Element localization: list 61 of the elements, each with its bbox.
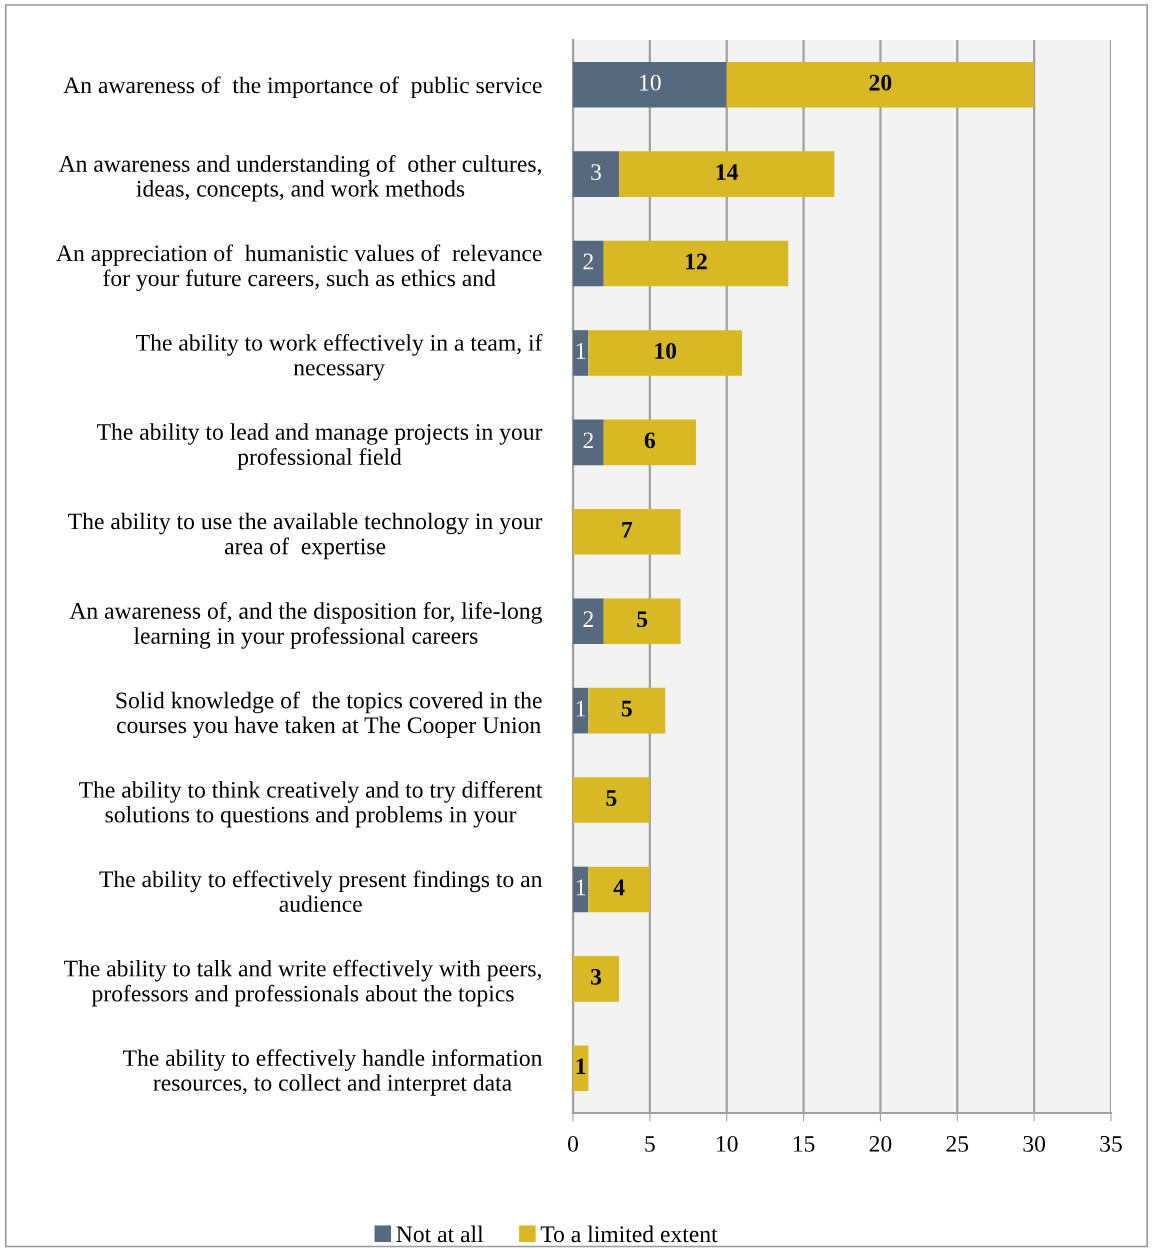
data-label: 1 bbox=[576, 1058, 586, 1074]
bar bbox=[619, 151, 835, 197]
x-tick-label: 20 bbox=[869, 1135, 892, 1152]
bar bbox=[603, 240, 789, 287]
x-tick-label: 0 bbox=[568, 1135, 578, 1152]
bar bbox=[573, 240, 604, 287]
y-tick-label: An awareness of, and the disposition for, life-long learning in your professional careers bbox=[69, 602, 542, 649]
bar bbox=[573, 598, 604, 645]
data-label: 20 bbox=[869, 74, 892, 91]
data-label: 1 bbox=[576, 343, 586, 359]
data-label: 5 bbox=[606, 790, 617, 806]
data-label: 3 bbox=[591, 164, 602, 181]
y-tick-label: The ability to lead and manage projects in your professional field bbox=[97, 423, 543, 470]
bar bbox=[573, 777, 650, 823]
legend-label: Not at all bbox=[396, 1225, 484, 1243]
bar bbox=[588, 330, 743, 376]
x-tick-label: 25 bbox=[946, 1135, 969, 1152]
data-label: 1 bbox=[576, 879, 586, 896]
bar bbox=[573, 508, 681, 555]
data-label: 14 bbox=[716, 164, 739, 180]
bar bbox=[573, 330, 589, 376]
bar bbox=[588, 687, 666, 734]
data-label: 2 bbox=[583, 253, 593, 270]
data-label: 5 bbox=[637, 611, 648, 628]
y-tick-label: An awareness and understanding of other cultures, ideas, concepts, and work methods bbox=[58, 155, 541, 202]
y-tick-label: The ability to talk and write effectively with peers, professors and professionals about the topics bbox=[64, 959, 541, 1007]
y-tick-label: The ability to work effectively in a team, if necessary bbox=[136, 333, 543, 381]
x-tick-label: 15 bbox=[793, 1136, 815, 1152]
y-tick-label: The ability to think creatively and to try different solutions to questions and problems in your bbox=[79, 780, 543, 828]
bar bbox=[573, 151, 620, 197]
data-label: 2 bbox=[583, 432, 593, 449]
y-tick-label: The ability to effectively handle information resources, to collect and interpret data bbox=[123, 1049, 543, 1096]
data-label: 2 bbox=[583, 611, 593, 627]
legend-label: To a limited extent bbox=[540, 1225, 718, 1243]
y-tick-label: Solid knowledge of the topics covered in the courses you have taken at The Cooper Union bbox=[116, 691, 542, 739]
data-label: 4 bbox=[613, 879, 625, 896]
bar bbox=[573, 61, 727, 108]
bar bbox=[588, 866, 650, 913]
bar bbox=[573, 956, 620, 1002]
bar bbox=[573, 866, 589, 913]
bar bbox=[573, 419, 604, 466]
y-tick-label: An appreciation of humanistic values of relevance for your future careers, such as ethics and bbox=[56, 244, 542, 292]
data-label: 7 bbox=[622, 522, 633, 538]
x-tick-label: 5 bbox=[645, 1136, 655, 1152]
x-tick-label: 30 bbox=[1023, 1135, 1046, 1152]
bar bbox=[726, 61, 1035, 108]
data-label: 10 bbox=[655, 342, 677, 359]
data-label: 1 bbox=[576, 700, 586, 717]
data-label: 5 bbox=[621, 700, 632, 717]
data-label: 10 bbox=[640, 74, 661, 91]
x-tick-label: 35 bbox=[1100, 1135, 1122, 1152]
bar bbox=[603, 598, 681, 645]
y-tick-label: The ability to use the available technology in your area of expertise bbox=[68, 512, 543, 560]
data-label: 6 bbox=[644, 432, 656, 449]
x-tick-label: 10 bbox=[716, 1135, 738, 1152]
bar bbox=[573, 687, 589, 734]
bar bbox=[603, 419, 696, 466]
data-label: 12 bbox=[686, 253, 707, 270]
y-tick-label: The ability to effectively present findings to an audience bbox=[99, 870, 543, 913]
data-label: 3 bbox=[591, 968, 602, 985]
y-tick-label: An awareness of the importance of public service bbox=[63, 76, 542, 99]
